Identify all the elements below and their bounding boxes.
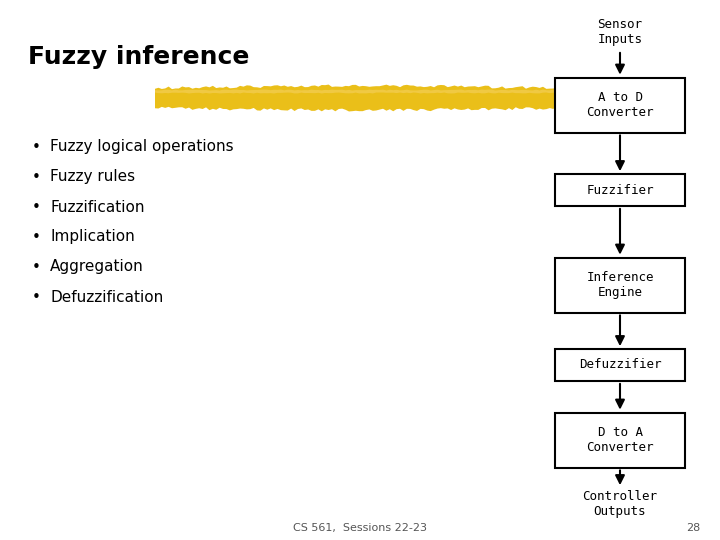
Text: Controller
Outputs: Controller Outputs (582, 490, 657, 518)
Text: •: • (32, 230, 40, 245)
Text: Fuzzification: Fuzzification (50, 199, 145, 214)
Text: CS 561,  Sessions 22-23: CS 561, Sessions 22-23 (293, 523, 427, 533)
Text: Defuzzifier: Defuzzifier (579, 359, 661, 372)
Bar (555, 413, 685, 468)
Text: Inference
Engine: Inference Engine (586, 271, 654, 299)
Text: Aggregation: Aggregation (50, 260, 144, 274)
Text: A to D
Converter: A to D Converter (586, 91, 654, 119)
Bar (555, 174, 685, 206)
Bar (555, 349, 685, 381)
Text: •: • (32, 260, 40, 274)
Text: •: • (32, 199, 40, 214)
Text: Fuzzy rules: Fuzzy rules (50, 170, 135, 185)
Text: •: • (32, 170, 40, 185)
Text: •: • (32, 139, 40, 154)
Text: Fuzzifier: Fuzzifier (586, 184, 654, 197)
Polygon shape (155, 85, 560, 111)
Text: 28: 28 (685, 523, 700, 533)
Bar (555, 78, 685, 132)
Text: Fuzzy logical operations: Fuzzy logical operations (50, 139, 233, 154)
Text: Sensor
Inputs: Sensor Inputs (598, 18, 642, 46)
Text: Defuzzification: Defuzzification (50, 289, 163, 305)
Polygon shape (155, 90, 560, 93)
Bar (555, 258, 685, 313)
Text: Fuzzy inference: Fuzzy inference (28, 45, 249, 69)
Text: •: • (32, 289, 40, 305)
Text: Implication: Implication (50, 230, 135, 245)
Text: D to A
Converter: D to A Converter (586, 426, 654, 454)
